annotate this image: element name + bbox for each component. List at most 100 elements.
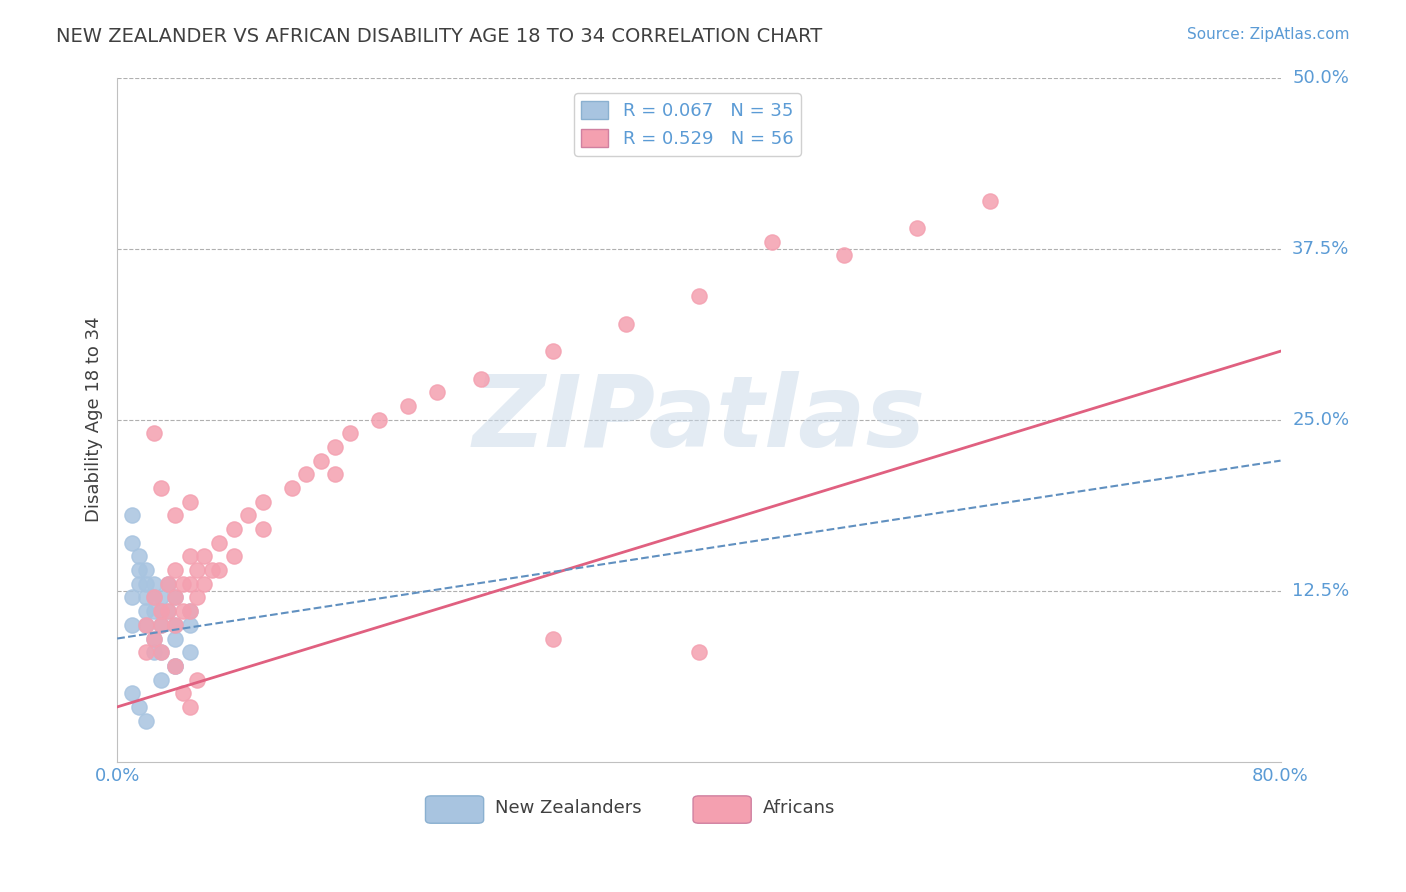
FancyBboxPatch shape — [426, 796, 484, 823]
Point — [128, 700, 150, 714]
Point — [688, 289, 710, 303]
Point — [761, 235, 783, 249]
Point — [193, 549, 215, 564]
Point — [179, 604, 201, 618]
Point — [165, 659, 187, 673]
Point — [165, 508, 187, 523]
Point — [179, 700, 201, 714]
Point — [142, 426, 165, 441]
Point — [179, 645, 201, 659]
Point — [121, 617, 143, 632]
Point — [165, 563, 187, 577]
Point — [135, 645, 157, 659]
Point — [142, 591, 165, 605]
Point — [165, 632, 187, 646]
Point — [688, 645, 710, 659]
Point — [280, 481, 302, 495]
Point — [222, 522, 245, 536]
Point — [396, 399, 419, 413]
Point — [128, 563, 150, 577]
Point — [157, 604, 180, 618]
Point — [149, 604, 172, 618]
Point — [193, 576, 215, 591]
Point — [165, 617, 187, 632]
Point — [208, 535, 231, 549]
Point — [135, 617, 157, 632]
Point — [543, 344, 565, 359]
Point — [236, 508, 259, 523]
Point — [165, 659, 187, 673]
Text: NEW ZEALANDER VS AFRICAN DISABILITY AGE 18 TO 34 CORRELATION CHART: NEW ZEALANDER VS AFRICAN DISABILITY AGE … — [56, 27, 823, 45]
Point — [142, 645, 165, 659]
Point — [201, 563, 224, 577]
Point — [222, 549, 245, 564]
Point — [142, 591, 165, 605]
Point — [149, 617, 172, 632]
Point — [295, 467, 318, 482]
Point — [157, 604, 180, 618]
Point — [208, 563, 231, 577]
Point — [339, 426, 361, 441]
Point — [135, 576, 157, 591]
Point — [142, 632, 165, 646]
Text: 25.0%: 25.0% — [1292, 410, 1350, 428]
Point — [614, 317, 637, 331]
Point — [165, 617, 187, 632]
Point — [149, 645, 172, 659]
Point — [135, 563, 157, 577]
Point — [157, 576, 180, 591]
Point — [179, 549, 201, 564]
Point — [135, 604, 157, 618]
Point — [157, 576, 180, 591]
Legend: R = 0.067   N = 35, R = 0.529   N = 56: R = 0.067 N = 35, R = 0.529 N = 56 — [574, 94, 800, 155]
Point — [179, 576, 201, 591]
Text: 37.5%: 37.5% — [1292, 240, 1350, 258]
Point — [252, 522, 274, 536]
Point — [149, 645, 172, 659]
Point — [905, 221, 928, 235]
Point — [172, 576, 194, 591]
Point — [172, 686, 194, 700]
Point — [121, 535, 143, 549]
Point — [121, 686, 143, 700]
Point — [149, 673, 172, 687]
Point — [172, 604, 194, 618]
Point — [128, 549, 150, 564]
Point — [543, 632, 565, 646]
Point — [128, 576, 150, 591]
Point — [179, 494, 201, 508]
Point — [135, 591, 157, 605]
Point — [135, 714, 157, 728]
Point — [426, 385, 449, 400]
Point — [165, 591, 187, 605]
Point — [121, 508, 143, 523]
Point — [149, 604, 172, 618]
Point — [186, 563, 208, 577]
Text: ZIPatlas: ZIPatlas — [472, 371, 925, 468]
Point — [149, 591, 172, 605]
Point — [323, 440, 346, 454]
Point — [470, 371, 492, 385]
Text: Source: ZipAtlas.com: Source: ZipAtlas.com — [1187, 27, 1350, 42]
Point — [309, 453, 332, 467]
Text: 50.0%: 50.0% — [1292, 69, 1350, 87]
Point — [186, 591, 208, 605]
Point — [323, 467, 346, 482]
Point — [135, 617, 157, 632]
FancyBboxPatch shape — [693, 796, 751, 823]
Point — [165, 591, 187, 605]
Text: New Zealanders: New Zealanders — [495, 799, 643, 817]
Point — [165, 659, 187, 673]
Text: Africans: Africans — [763, 799, 835, 817]
Point — [179, 617, 201, 632]
Point — [186, 673, 208, 687]
Point — [142, 576, 165, 591]
Point — [142, 604, 165, 618]
Point — [252, 494, 274, 508]
Point — [979, 194, 1001, 208]
Text: 12.5%: 12.5% — [1292, 582, 1350, 599]
Point — [142, 632, 165, 646]
Point — [832, 248, 855, 262]
Y-axis label: Disability Age 18 to 34: Disability Age 18 to 34 — [86, 317, 103, 523]
Point — [179, 604, 201, 618]
